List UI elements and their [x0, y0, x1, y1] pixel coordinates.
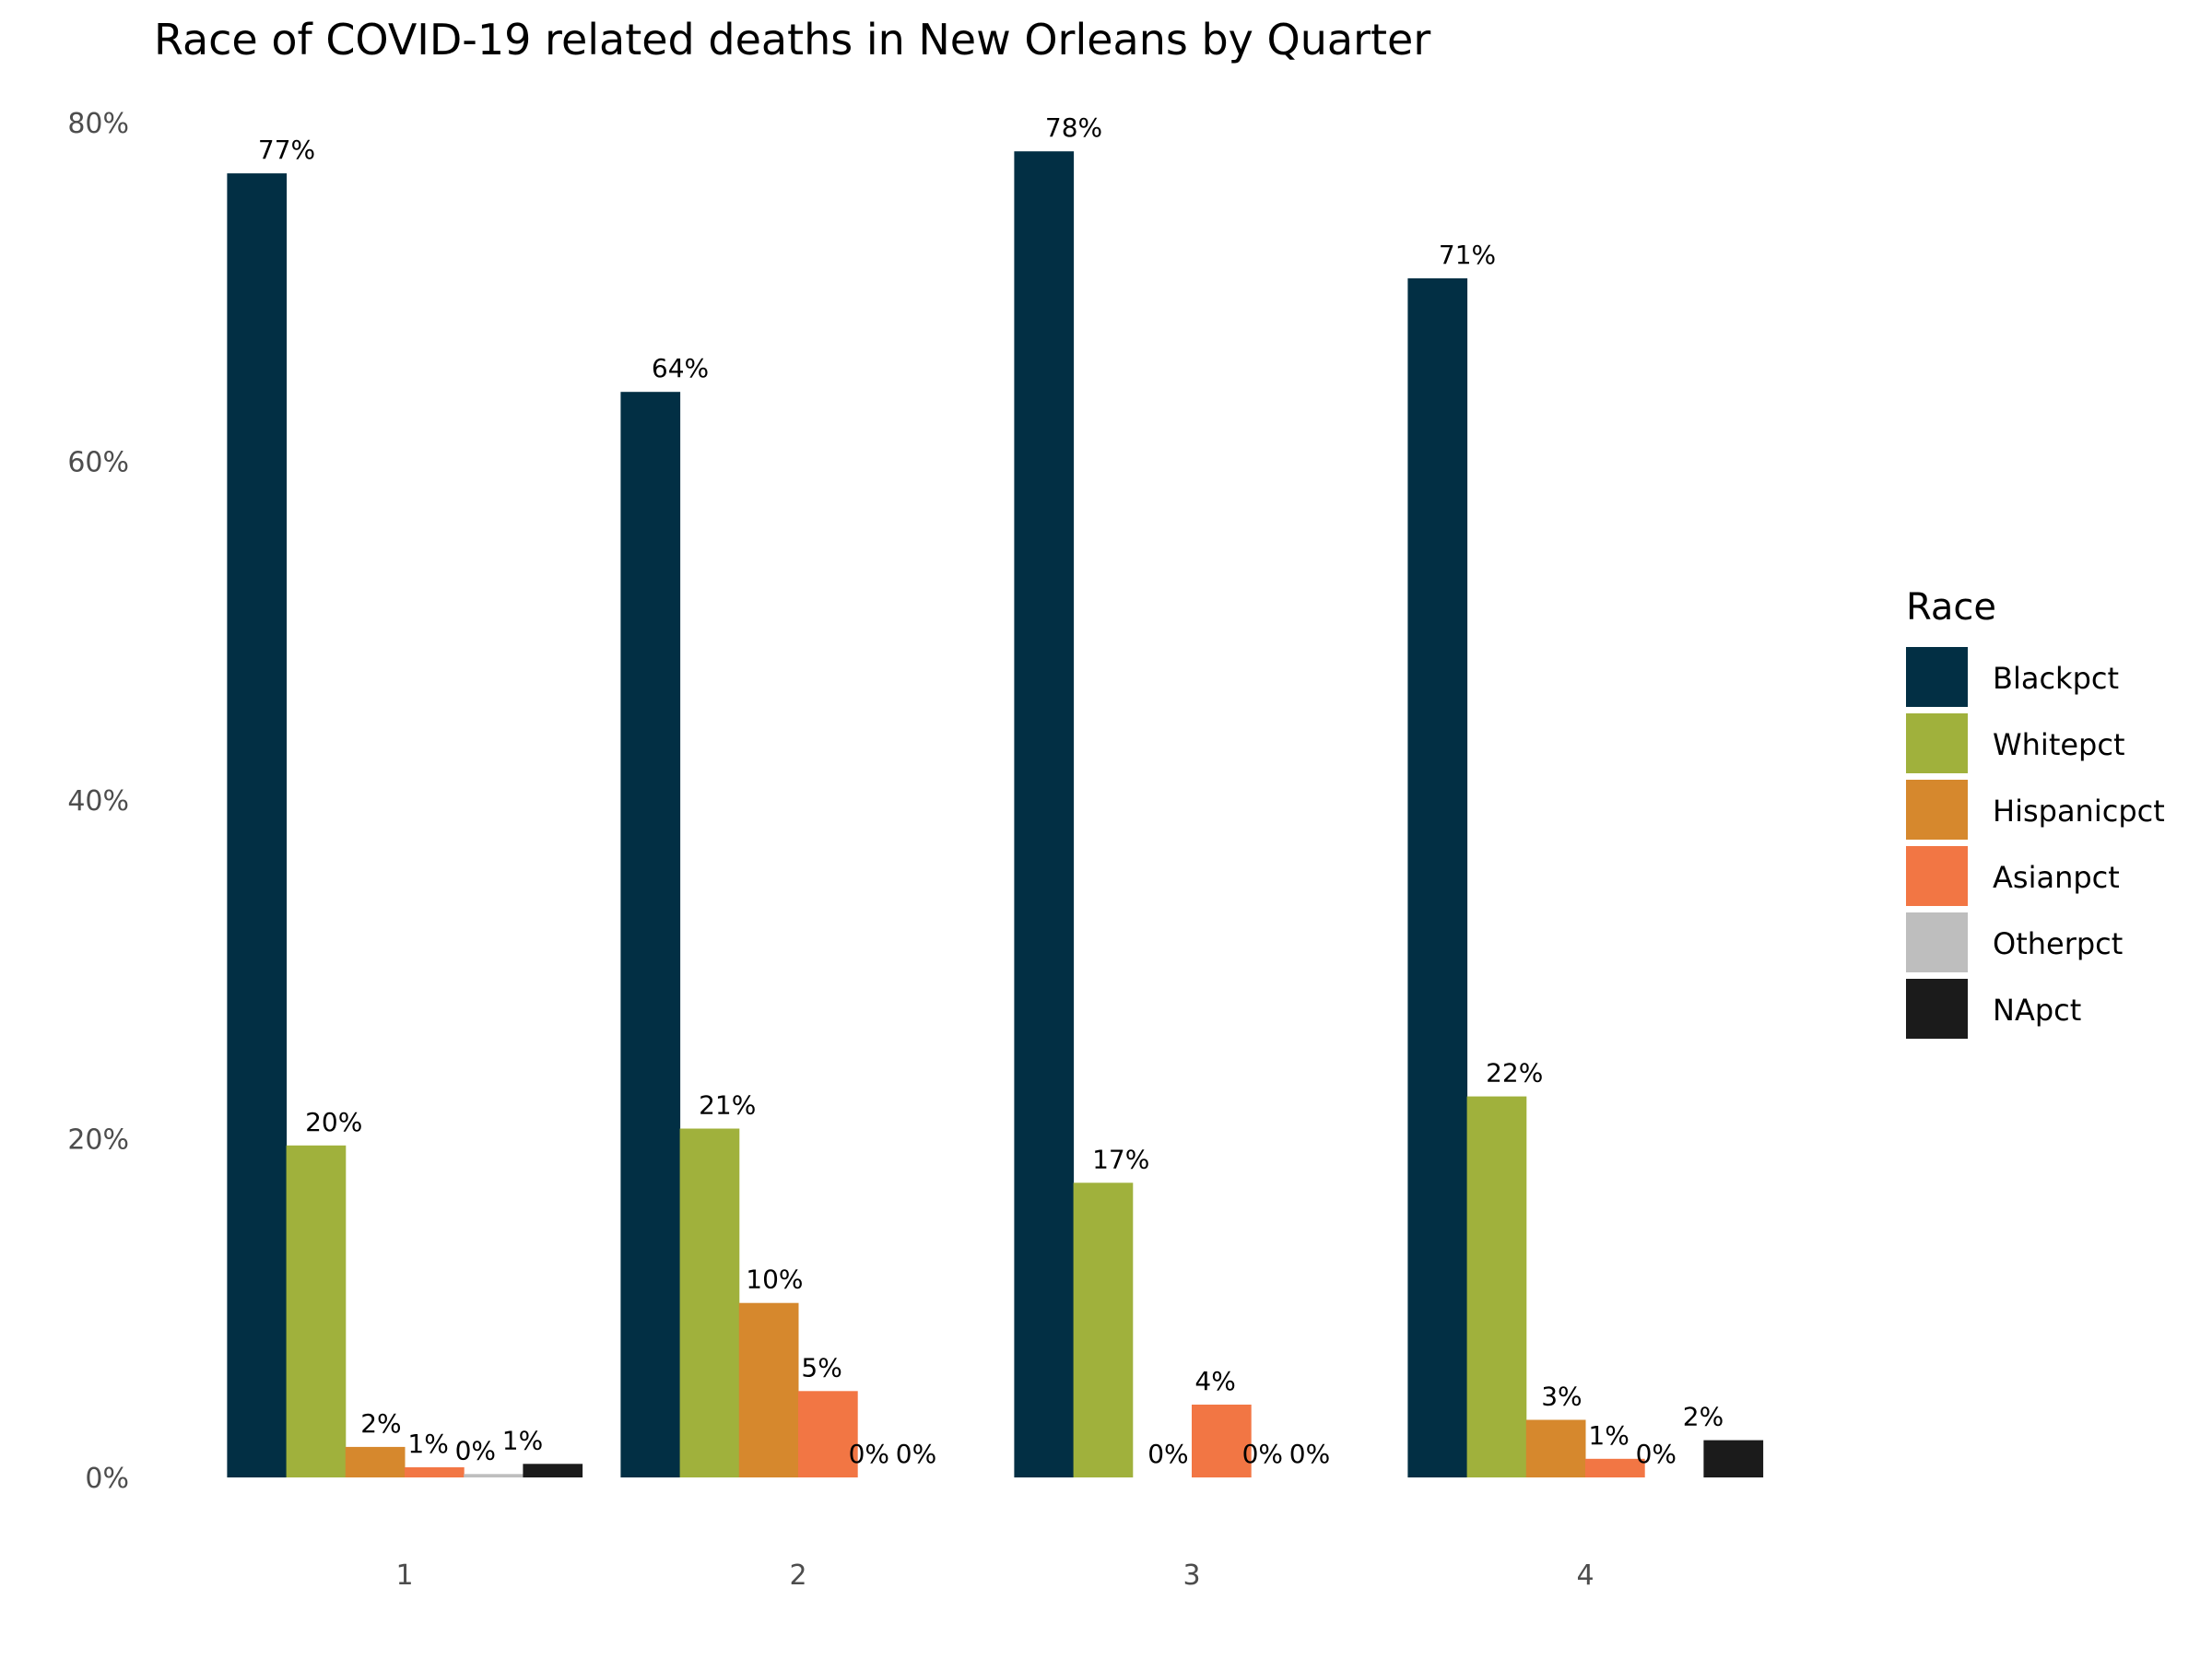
data-label: 4%: [1194, 1366, 1235, 1396]
data-label: 77%: [258, 135, 315, 165]
bar-hispanicpct-q4: [1525, 1419, 1586, 1477]
chart-title: Race of COVID-19 related deaths in New O…: [154, 15, 1430, 65]
x-tick-label: 4: [1576, 1559, 1594, 1592]
bar-blackpct-q1: [227, 173, 288, 1478]
bar-asianpct-q1: [405, 1467, 465, 1477]
x-tick-label: 1: [395, 1559, 413, 1592]
data-label: 0%: [896, 1439, 936, 1469]
data-label: 0%: [849, 1439, 889, 1469]
data-label: 1%: [407, 1429, 448, 1459]
data-label: 0%: [455, 1435, 496, 1465]
x-axis: 1 2 3 4: [395, 1559, 1594, 1592]
data-label: 1%: [502, 1425, 543, 1455]
legend-label: Hispanicpct: [1993, 794, 2165, 829]
bar-napct-q1: [523, 1464, 583, 1477]
data-label: 21%: [699, 1090, 756, 1121]
legend: Race Blackpct Whitepct Hispanicpct Asianpct…: [1906, 586, 2165, 1039]
data-label: 17%: [1092, 1144, 1149, 1174]
bar-otherpct-q1: [464, 1474, 524, 1477]
y-tick-label: 20%: [67, 1124, 129, 1157]
data-label: 0%: [1636, 1439, 1677, 1469]
data-labels: 77%20%2%1% 0% 1%64%21%10%5%0% 0%78%17%0%4%0…: [258, 112, 1724, 1469]
legend-label: Otherpct: [1993, 926, 2123, 961]
bar-whitepct-q2: [679, 1128, 740, 1477]
bar-hispanicpct-q1: [345, 1446, 406, 1477]
data-label: 5%: [801, 1352, 841, 1382]
data-label: 3%: [1541, 1382, 1582, 1412]
x-tick-label: 2: [789, 1559, 806, 1592]
bar-whitepct-q4: [1466, 1096, 1527, 1477]
data-label: 0%: [1289, 1439, 1330, 1469]
legend-swatch-napct: [1906, 979, 1968, 1039]
legend-swatch-otherpct: [1906, 912, 1968, 972]
legend-swatch-whitepct: [1906, 713, 1968, 773]
bar-blackpct-q4: [1407, 278, 1468, 1477]
x-tick-label: 3: [1182, 1559, 1200, 1592]
bar-asianpct-q4: [1585, 1458, 1645, 1477]
legend-label: NApct: [1993, 993, 2081, 1028]
bars: [227, 151, 1764, 1478]
data-label: 71%: [1439, 240, 1496, 270]
bar-hispanicpct-q2: [738, 1302, 799, 1477]
data-label: 1%: [1588, 1420, 1629, 1451]
data-label: 0%: [1147, 1439, 1188, 1469]
bar-asianpct-q3: [1192, 1405, 1252, 1477]
legend-label: Blackpct: [1993, 661, 2119, 696]
legend-swatch-asianpct: [1906, 846, 1968, 906]
bar-blackpct-q3: [1014, 151, 1075, 1478]
legend-swatch-hispanicpct: [1906, 780, 1968, 840]
data-label: 10%: [746, 1265, 803, 1295]
legend-label: Whitepct: [1993, 727, 2125, 762]
bar-asianpct-q2: [798, 1391, 858, 1477]
bar-whitepct-q3: [1073, 1182, 1134, 1477]
y-tick-label: 0%: [85, 1463, 129, 1495]
bar-napct-q4: [1703, 1440, 1764, 1477]
legend-title: Race: [1906, 586, 1996, 629]
data-label: 2%: [360, 1408, 401, 1439]
bar-whitepct-q1: [286, 1145, 347, 1477]
data-label: 2%: [1683, 1402, 1724, 1432]
y-axis: 0% 20% 40% 60% 80%: [67, 108, 129, 1495]
data-label: 0%: [1242, 1439, 1283, 1469]
legend-swatch-blackpct: [1906, 647, 1968, 707]
data-label: 64%: [652, 353, 709, 383]
data-label: 20%: [305, 1107, 362, 1137]
y-tick-label: 60%: [67, 447, 129, 479]
data-label: 22%: [1486, 1058, 1543, 1088]
data-label: 78%: [1045, 112, 1102, 143]
bar-blackpct-q2: [620, 392, 681, 1478]
legend-label: Asianpct: [1993, 860, 2120, 895]
y-tick-label: 80%: [67, 108, 129, 140]
y-tick-label: 40%: [67, 785, 129, 818]
